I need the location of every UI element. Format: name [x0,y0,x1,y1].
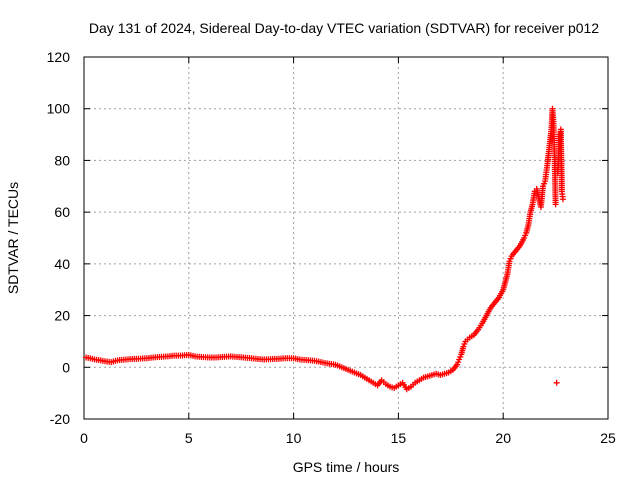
y-tick-label: 80 [54,152,70,168]
chart-title: Day 131 of 2024, Sidereal Day-to-day VTE… [89,20,599,36]
y-tick-label: 100 [47,101,71,117]
y-axis-label: SDTVAR / TECUs [5,182,21,294]
data-point [559,196,566,203]
x-tick-label: 10 [286,430,302,446]
x-tick-label: 25 [600,430,616,446]
y-tick-label: 20 [54,308,70,324]
y-tick-label: 120 [47,49,71,65]
y-tick-label: 60 [54,204,70,220]
y-tick-label: 40 [54,256,70,272]
x-axis-label: GPS time / hours [293,459,400,475]
data-point [552,201,559,208]
x-tick-label: 15 [391,430,407,446]
data-points [83,105,566,393]
tick-layer: 0 5 10 15 20 25 -20 0 20 40 60 80 100 120 [47,49,616,446]
y-tick-label: -20 [50,411,70,427]
data-point [553,379,560,386]
x-tick-label: 20 [495,430,511,446]
grid-layer [84,57,608,419]
x-tick-label: 0 [80,430,88,446]
y-tick-label: 0 [62,359,70,375]
plot-frame [83,56,609,420]
x-tick-label: 5 [185,430,193,446]
